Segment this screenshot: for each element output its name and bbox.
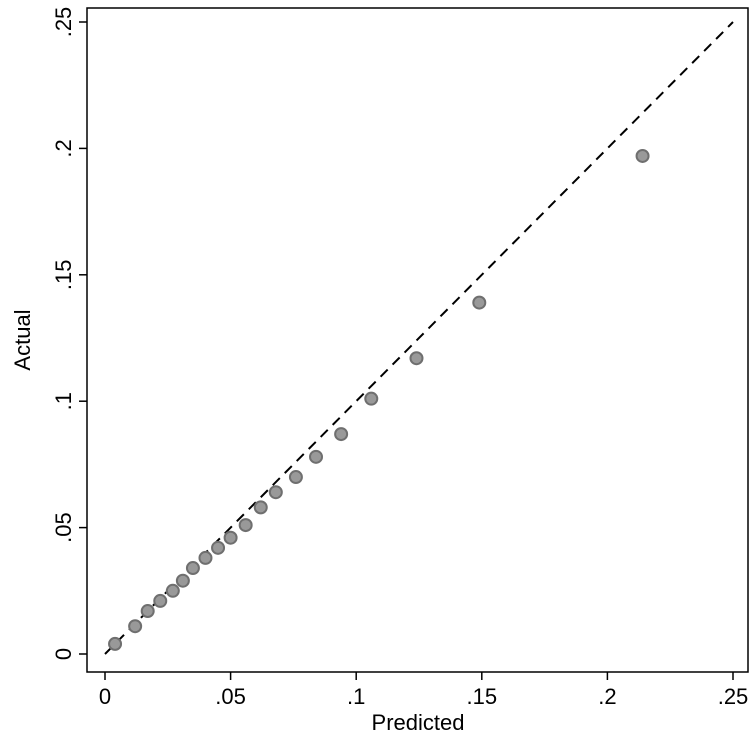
y-tick-label: .05 — [51, 512, 76, 543]
point — [309, 449, 324, 464]
point — [198, 550, 213, 565]
reference-line — [104, 21, 734, 655]
point — [128, 619, 143, 634]
point — [409, 351, 424, 366]
x-tick-label: .05 — [215, 684, 246, 709]
y-axis-label: Actual — [10, 309, 35, 370]
point — [223, 530, 238, 545]
x-tick-label: .2 — [598, 684, 616, 709]
x-axis-label: Predicted — [372, 710, 465, 735]
point — [211, 540, 226, 555]
point — [153, 593, 168, 608]
y-tick-label: 0 — [51, 648, 76, 660]
point — [364, 391, 379, 406]
point — [253, 500, 268, 515]
point — [238, 518, 253, 533]
y-tick-label: .1 — [51, 392, 76, 410]
x-tick-label: 0 — [99, 684, 111, 709]
y-tick-label: .2 — [51, 139, 76, 157]
plot-frame — [86, 7, 749, 673]
point — [288, 470, 303, 485]
point — [635, 148, 650, 163]
point — [334, 427, 349, 442]
point — [165, 583, 180, 598]
y-tick-label: .25 — [51, 7, 76, 38]
point — [108, 636, 123, 651]
point — [268, 485, 283, 500]
point — [175, 573, 190, 588]
x-tick-label: .25 — [718, 684, 749, 709]
x-tick-label: .15 — [467, 684, 498, 709]
point — [472, 295, 487, 310]
y-tick-label: .15 — [51, 260, 76, 291]
point — [140, 604, 155, 619]
point — [185, 561, 200, 576]
x-tick-label: .1 — [347, 684, 365, 709]
